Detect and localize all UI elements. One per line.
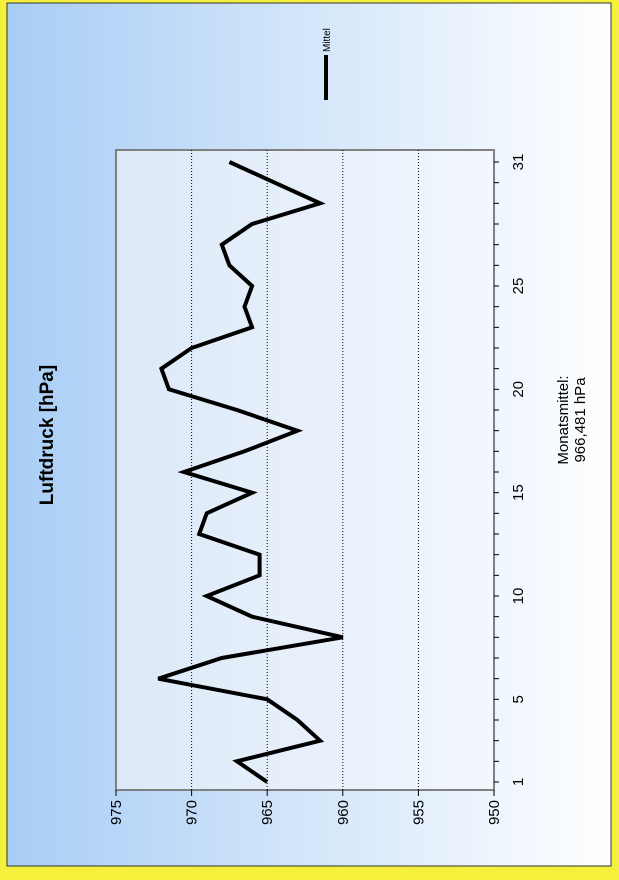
y-tick-label: 950: [486, 800, 503, 825]
x-tick-label: 5: [510, 695, 527, 703]
chart-title: Luftdruck [hPa]: [37, 365, 58, 505]
y-tick-label: 955: [410, 800, 427, 825]
legend-label: Mittel: [322, 28, 333, 52]
y-tick-label: 970: [184, 800, 201, 825]
y-tick-label: 960: [335, 800, 352, 825]
x-tick-label: 31: [510, 154, 527, 171]
y-tick-label: 975: [108, 800, 125, 825]
series-line-mittel: [157, 160, 344, 784]
x-tick-label: 10: [510, 588, 527, 605]
x-tick-label: 15: [510, 484, 527, 501]
monthly-mean-annotation: Monatsmittel:: [555, 375, 572, 464]
x-tick-label: 25: [510, 278, 527, 295]
y-tick-label: 965: [259, 800, 276, 825]
x-tick-label: 1: [510, 778, 527, 786]
x-tick-label: 20: [510, 381, 527, 398]
axis-ticks: [115, 161, 499, 796]
plot-area: [115, 149, 495, 791]
text-layer: 950955960965970975151015202531Luftdruck …: [37, 28, 589, 825]
series-layer: [157, 160, 344, 784]
monthly-mean-annotation: 966,481 hPa: [572, 377, 589, 463]
